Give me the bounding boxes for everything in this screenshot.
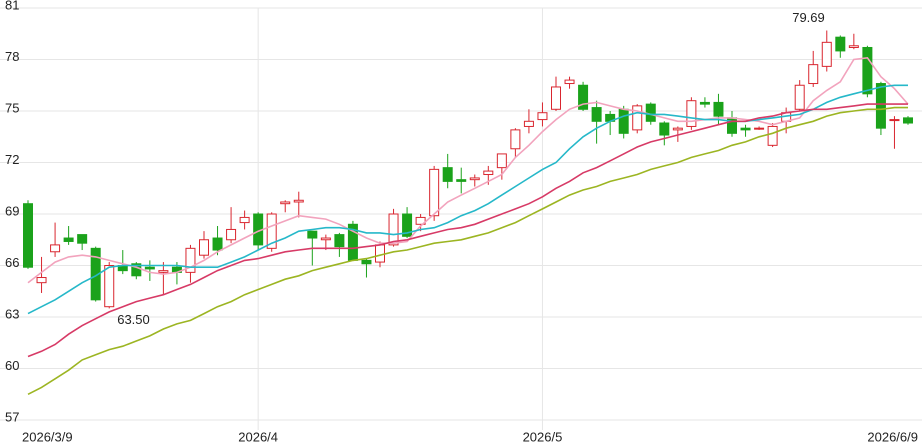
y-tick-label: 75 (5, 100, 19, 115)
candle-body (293, 199, 304, 203)
candle-body (266, 213, 277, 249)
candle-body (239, 216, 250, 224)
candle-body (307, 230, 318, 239)
candle-body (699, 101, 710, 105)
candle-body (632, 105, 643, 131)
annotation: 79.69 (792, 10, 825, 25)
x-tick-label: 2026/5 (523, 429, 563, 444)
candle-body (754, 127, 765, 130)
candle-body (483, 170, 494, 176)
y-tick-label: 72 (5, 152, 19, 167)
candle-body (835, 36, 846, 52)
candle-body (280, 201, 291, 205)
candle-body (469, 177, 480, 181)
candle-body (50, 244, 61, 253)
ma-line (27, 56, 909, 284)
candle-body (645, 103, 656, 122)
candle-body (808, 64, 819, 85)
candle-body (185, 247, 196, 273)
candle-body (889, 119, 900, 122)
candle-body (875, 83, 886, 129)
candle-body (104, 265, 115, 308)
candle-body (510, 129, 521, 150)
candle-body (903, 117, 913, 124)
annotation: 63.50 (117, 312, 150, 327)
candle-body (523, 120, 534, 127)
candle-body (334, 234, 345, 248)
candle-body (551, 86, 561, 110)
candle-body (821, 41, 832, 67)
ma-line (27, 84, 908, 315)
candle-body (388, 213, 399, 246)
candle-body (862, 46, 873, 95)
ma-line (27, 103, 908, 358)
candle-body (23, 203, 33, 268)
candle-body (63, 237, 74, 242)
candle-body (740, 127, 751, 131)
y-tick-label: 81 (5, 0, 19, 12)
x-tick-label: 2026/3/9 (22, 429, 73, 444)
candle-body (375, 244, 385, 263)
candle-body (144, 266, 155, 270)
candle-body (226, 228, 237, 241)
y-tick-label: 60 (5, 358, 19, 373)
y-tick-label: 69 (5, 203, 19, 218)
x-tick-label: 2026/4 (238, 429, 278, 444)
candle-body (713, 101, 724, 117)
y-tick-label: 57 (5, 409, 19, 424)
candle-body (361, 259, 372, 265)
ma-line (27, 106, 908, 396)
candle-body (429, 168, 440, 217)
y-tick-label: 66 (5, 255, 19, 270)
y-tick-label: 78 (5, 49, 19, 64)
candle-body (767, 125, 778, 146)
candle-body (659, 122, 670, 136)
candle-body (686, 100, 697, 127)
candle-body (212, 237, 223, 251)
candle-body (537, 112, 548, 121)
candle-body (158, 270, 169, 273)
candle-body (672, 127, 683, 131)
candle-body (578, 84, 589, 110)
candle-body (591, 107, 602, 122)
candle-body (794, 84, 805, 110)
candle-body (199, 239, 209, 256)
x-tick-label: 2026/6/9 (867, 429, 918, 444)
candle-body (456, 179, 467, 182)
y-tick-label: 63 (5, 306, 19, 321)
candle-body (36, 277, 47, 284)
candle-body (77, 234, 88, 244)
candle-body (415, 216, 426, 225)
candle-body (402, 213, 413, 237)
candle-body (564, 79, 575, 85)
candle-body (90, 247, 101, 301)
candle-body (442, 167, 453, 182)
candle-body (848, 45, 859, 48)
candle-body (496, 153, 507, 169)
candle-body (618, 108, 629, 134)
candle-body (320, 237, 331, 241)
